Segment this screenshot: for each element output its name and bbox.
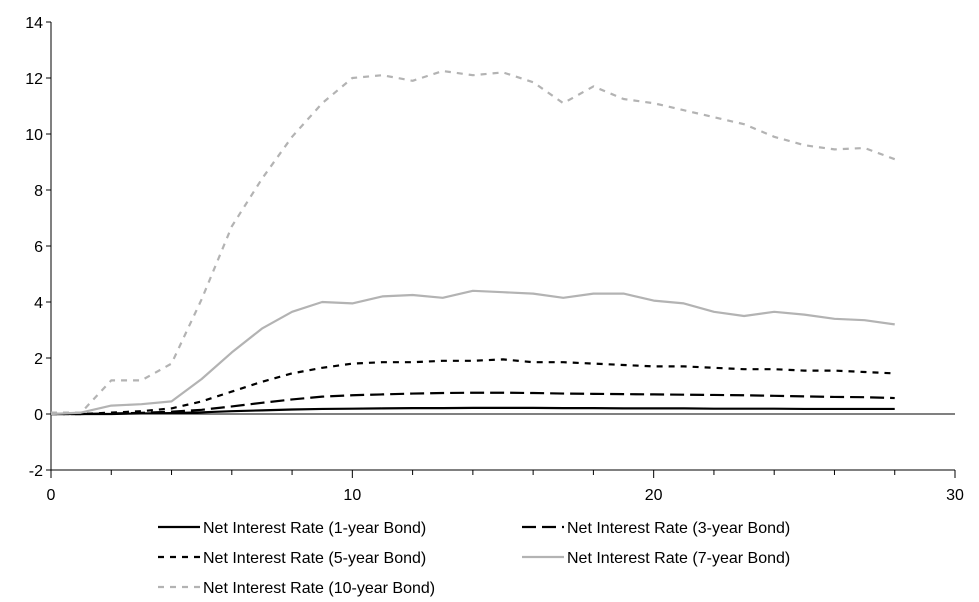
- y-tick-label: 0: [34, 407, 43, 424]
- y-tick-label: 10: [25, 127, 43, 144]
- y-tick-label: 6: [34, 239, 43, 256]
- legend: Net Interest Rate (1-year Bond) Net Inter…: [158, 520, 790, 597]
- series-line-3: [51, 358, 895, 416]
- x-tick-label: 10: [343, 487, 361, 504]
- y-tick-label: 2: [34, 351, 43, 368]
- legend-label-1: Net Interest Rate (1-year Bond): [203, 520, 426, 537]
- y-tick-label: -2: [29, 463, 43, 480]
- x-tick-label: 20: [645, 487, 663, 504]
- series-line-1: [51, 406, 895, 416]
- series-layer: [50, 69, 896, 416]
- legend-label-3: Net Interest Rate (5-year Bond): [203, 550, 426, 567]
- legend-label-4: Net Interest Rate (7-year Bond): [567, 550, 790, 567]
- series-line-2: [51, 391, 895, 416]
- y-tick-label: 4: [34, 295, 43, 312]
- x-tick-label: 30: [946, 487, 964, 504]
- x-tick-label: 0: [47, 487, 56, 504]
- y-tick-label: 12: [25, 71, 43, 88]
- y-tick-label: 14: [25, 15, 43, 32]
- legend-label-2: Net Interest Rate (3-year Bond): [567, 520, 790, 537]
- series-line-4: [50, 289, 895, 416]
- legend-label-5: Net Interest Rate (10-year Bond): [203, 580, 435, 597]
- series-line-5: [51, 69, 896, 414]
- y-tick-label: 8: [34, 183, 43, 200]
